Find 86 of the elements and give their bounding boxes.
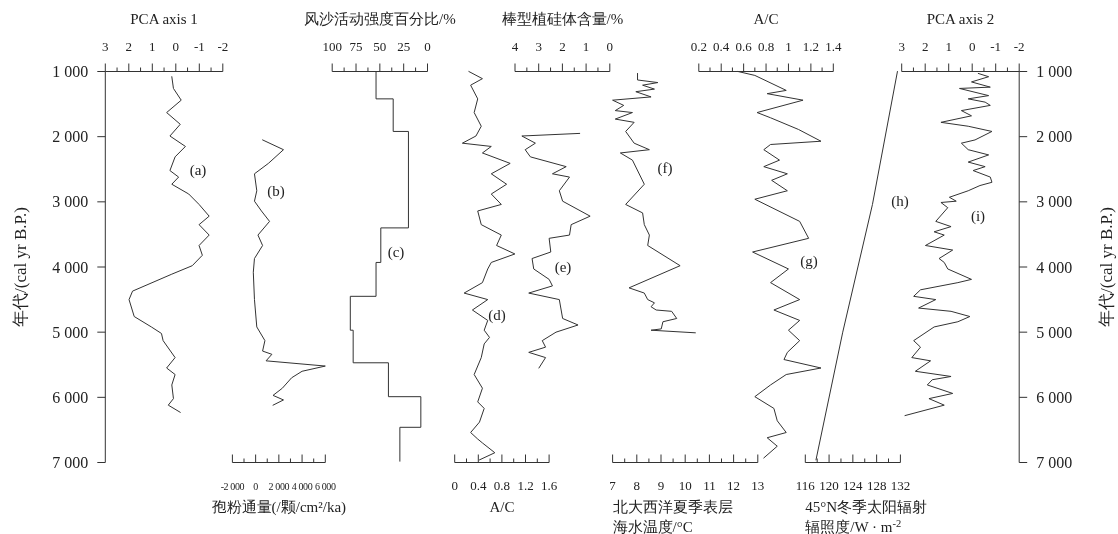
x-tick-label: 11 <box>703 478 716 493</box>
x-tick-label: 0.6 <box>735 39 753 54</box>
x-axis-title: A/C <box>753 11 779 27</box>
y-tick-label: 7 000 <box>52 454 89 472</box>
x-tick-label: 132 <box>890 478 911 493</box>
x-tick-label: 1 <box>945 39 952 54</box>
x-tick-label: 2 <box>559 39 566 54</box>
x-tick-label: 0 <box>424 39 431 54</box>
x-tick-label: 25 <box>397 39 411 54</box>
x-tick-label: 10 <box>678 478 692 493</box>
x-tick-label: 0.4 <box>470 478 487 493</box>
annotation: (d) <box>488 307 506 325</box>
x-tick-label: 2 000 <box>268 481 290 492</box>
x-tick-label: -2 000 <box>220 481 245 492</box>
y-tick-label: 5 000 <box>1036 323 1073 341</box>
x-tick-label: 128 <box>866 478 887 493</box>
x-tick-label: 8 <box>633 478 641 493</box>
y-tick-label: 3 000 <box>1036 193 1073 211</box>
annotation: (a) <box>189 162 207 180</box>
x-tick-label: 0.8 <box>757 39 775 54</box>
x-tick-label: 7 <box>609 478 617 493</box>
annotation: (g) <box>800 253 818 271</box>
x-tick-label: 100 <box>322 39 342 54</box>
x-tick-label: 50 <box>373 39 387 54</box>
y-tick-label: 6 000 <box>1036 388 1073 406</box>
x-tick-label: 2 <box>921 39 929 54</box>
x-tick-label: 12 <box>727 478 741 493</box>
x-axis-title: 棒型植硅体含量/% <box>501 11 624 27</box>
x-tick-label: 0 <box>606 39 614 54</box>
x-tick-label: 116 <box>795 478 816 493</box>
x-tick-label: 3 <box>898 39 905 54</box>
annotation: (e) <box>554 259 572 277</box>
line-series <box>128 76 210 413</box>
y-tick-label: 1 000 <box>1036 63 1073 81</box>
x-tick-label: 0 <box>451 478 458 493</box>
x-tick-label: 0.8 <box>493 478 511 493</box>
x-tick-label: 13 <box>751 478 765 493</box>
x-tick-label: 2 <box>125 39 133 54</box>
annotation: (h) <box>891 193 909 211</box>
x-tick-label: 120 <box>819 478 839 493</box>
y-tick-label: 5 000 <box>52 323 89 341</box>
x-tick-label: -2 <box>1013 39 1025 54</box>
x-tick-label: 1.2 <box>802 39 820 54</box>
x-axis-title: A/C <box>489 499 515 515</box>
x-tick-label: 0 <box>968 39 976 54</box>
x-tick-label: 4 000 <box>291 481 313 492</box>
y-tick-label: 4 000 <box>1036 258 1073 276</box>
x-tick-label: 1.2 <box>517 478 534 493</box>
y-tick-label: 3 000 <box>52 193 89 211</box>
y-tick-label: 1 000 <box>52 63 89 81</box>
x-tick-label: 1 <box>785 39 792 54</box>
x-tick-label: 0.4 <box>713 39 730 54</box>
x-tick-label: 0 <box>172 39 180 54</box>
x-axis-title: 45°N冬季太阳辐射辐照度/W · m$^{-2}$ <box>805 499 928 534</box>
x-tick-label: 9 <box>657 478 665 493</box>
x-tick-label: 1.4 <box>825 39 842 54</box>
x-tick-label: 0 <box>253 481 259 492</box>
annotation: (i) <box>970 208 986 226</box>
x-tick-label: 124 <box>843 478 864 493</box>
x-tick-label: 1 <box>149 39 156 54</box>
x-axis-title: 孢粉通量(/颗/cm²/ka) <box>211 499 347 516</box>
x-axis-title: PCA axis 1 <box>130 11 198 27</box>
y-tick-label: 7 000 <box>1036 454 1073 472</box>
x-tick-label: 6 000 <box>315 481 336 492</box>
x-axis-title: 北大西洋夏季表层海水温度/°C <box>612 499 733 534</box>
x-tick-label: 75 <box>349 39 363 54</box>
y-axis-title: 年代/(cal yr B.P.) <box>10 207 30 327</box>
x-axis-title: PCA axis 2 <box>926 11 995 27</box>
annotation: (f) <box>657 160 673 178</box>
x-tick-label: 4 <box>511 39 519 54</box>
y-tick-label: 2 000 <box>1036 128 1073 146</box>
annotation: (b) <box>267 183 285 201</box>
annotation: (c) <box>387 244 405 262</box>
y-tick-label: 2 000 <box>52 128 89 146</box>
x-tick-label: -1 <box>990 39 1002 54</box>
x-tick-label: 1 <box>582 39 590 54</box>
y-tick-label: 4 000 <box>52 258 89 276</box>
x-axis-title: 风沙活动强度百分比/% <box>304 11 456 27</box>
x-tick-label: 3 <box>102 39 109 54</box>
x-tick-label: 1.6 <box>540 478 558 493</box>
x-tick-label: -2 <box>217 39 229 54</box>
x-tick-label: 3 <box>535 39 542 54</box>
y-axis-title: 年代/(cal yr B.P.) <box>1096 207 1116 327</box>
x-tick-label: -1 <box>193 39 205 54</box>
y-tick-label: 6 000 <box>52 388 89 406</box>
x-tick-label: 0.2 <box>690 39 707 54</box>
